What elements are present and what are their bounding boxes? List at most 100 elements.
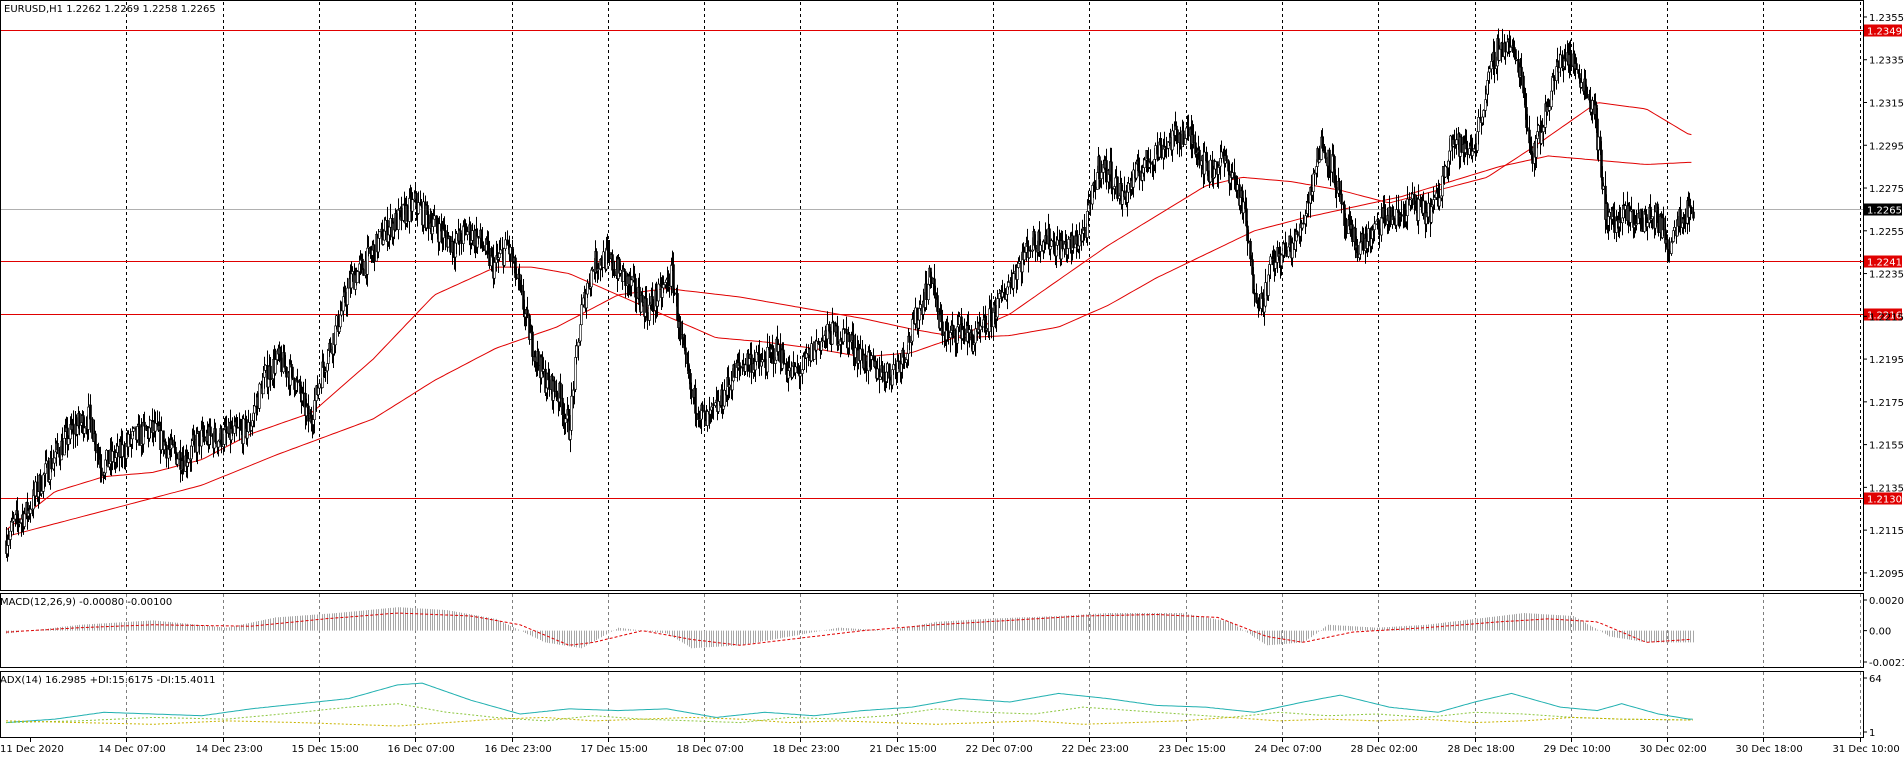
time-tick-label: 28 Dec 18:00 (1448, 744, 1515, 755)
candle-body (591, 270, 593, 287)
macd-label: MACD(12,26,9) -0.00080 -0.00100 (0, 597, 172, 608)
candle-body (1352, 225, 1354, 242)
candle-body (1226, 156, 1228, 161)
candle-body (1428, 203, 1430, 217)
candle-body (1483, 111, 1485, 118)
time-tick-label: 11 Dec 2020 (0, 744, 64, 755)
candle-body (183, 461, 185, 472)
candle-body (1571, 65, 1573, 67)
candle-body (1674, 227, 1676, 230)
candle-body (1456, 140, 1458, 145)
time-tick-label: 14 Dec 07:00 (99, 744, 166, 755)
candle-body (24, 514, 26, 527)
candle-body (357, 272, 359, 283)
candle-body (1308, 202, 1310, 203)
candle-body (433, 219, 435, 226)
price-tick-label: 1.2315 (1869, 98, 1904, 109)
candle-body (1587, 94, 1589, 97)
candle-body (172, 440, 174, 445)
candle-body (1090, 203, 1092, 204)
price-tick-label: 1.2115 (1869, 526, 1904, 537)
candle-body (1560, 55, 1562, 68)
candle-body (1609, 212, 1611, 216)
candle-body (1549, 107, 1551, 111)
candle-body (1527, 128, 1529, 130)
candle-body (1051, 241, 1053, 247)
candle-body (68, 439, 70, 445)
candle-body (1281, 255, 1283, 266)
candle-body (1177, 130, 1179, 143)
candle-body (964, 329, 966, 335)
candle-body (1099, 157, 1101, 179)
candle-body (1434, 198, 1436, 200)
candle-body (232, 429, 234, 434)
candle-body (379, 232, 381, 239)
candle-body (1346, 226, 1348, 234)
price-tick-label: 1.2255 (1869, 227, 1904, 238)
candle-body (1057, 240, 1059, 245)
candle-body (1339, 181, 1341, 190)
candle-body (1265, 283, 1267, 307)
candle-body (237, 427, 239, 428)
candle-body (1379, 229, 1381, 235)
candle-body (347, 288, 349, 305)
candle-body (122, 445, 124, 457)
candle-body (259, 384, 261, 408)
time-tick-label: 30 Dec 18:00 (1736, 744, 1803, 755)
candle-body (565, 419, 567, 423)
candle-body (1423, 201, 1425, 213)
candle-body (527, 310, 529, 316)
candle-body (1117, 177, 1119, 199)
candle-body (1073, 236, 1075, 248)
candle-body (1172, 131, 1174, 150)
candle-body (1418, 199, 1420, 220)
candle-body (581, 305, 583, 325)
candle-body (1221, 152, 1223, 158)
candle-body (624, 269, 626, 271)
candle-body (571, 396, 573, 430)
candle-body (1248, 241, 1250, 242)
candle-body (928, 284, 930, 299)
time-tick-label: 15 Dec 15:00 (292, 744, 359, 755)
candle-body (942, 322, 944, 336)
time-tick-label: 23 Dec 15:00 (1159, 744, 1226, 755)
current-price-label: 1.2265 (1867, 206, 1902, 217)
candle-body (1329, 150, 1331, 172)
time-tick-label: 16 Dec 23:00 (485, 744, 552, 755)
time-tick-label: 24 Dec 07:00 (1255, 744, 1322, 755)
candle-body (117, 446, 119, 452)
candle-body (1068, 239, 1070, 248)
candle-body (1381, 217, 1383, 235)
candle-body (1581, 83, 1583, 88)
time-tick-label: 31 Dec 10:00 (1833, 744, 1900, 755)
level-tag-label: 1.2130 (1867, 495, 1902, 506)
candle-body (1552, 77, 1554, 92)
candle-body (1472, 151, 1474, 155)
candle-body (57, 443, 59, 450)
candle-body (155, 423, 157, 431)
candle-body (1207, 161, 1209, 171)
candle-body (445, 231, 447, 237)
candle-body (846, 329, 848, 333)
price-tick-label: 1.2275 (1869, 184, 1904, 195)
candle-body (554, 381, 556, 392)
candle-body (362, 259, 364, 269)
candle-body (1385, 219, 1387, 225)
candle-body (54, 458, 56, 463)
candle-body (1579, 74, 1581, 79)
candle-body (1510, 47, 1512, 51)
candle-body (1412, 194, 1414, 199)
candle-body (1374, 224, 1376, 230)
macd-tick-label: 0.00 (1869, 627, 1891, 638)
candle-body (8, 540, 10, 546)
candle-body (1259, 307, 1261, 309)
candle-body (1314, 173, 1316, 174)
candle-body (1325, 153, 1327, 159)
candle-body (1193, 135, 1195, 143)
candle-body (1407, 199, 1409, 216)
candle-body (1499, 49, 1501, 60)
candle-body (73, 425, 75, 434)
candle-body (1693, 212, 1695, 218)
